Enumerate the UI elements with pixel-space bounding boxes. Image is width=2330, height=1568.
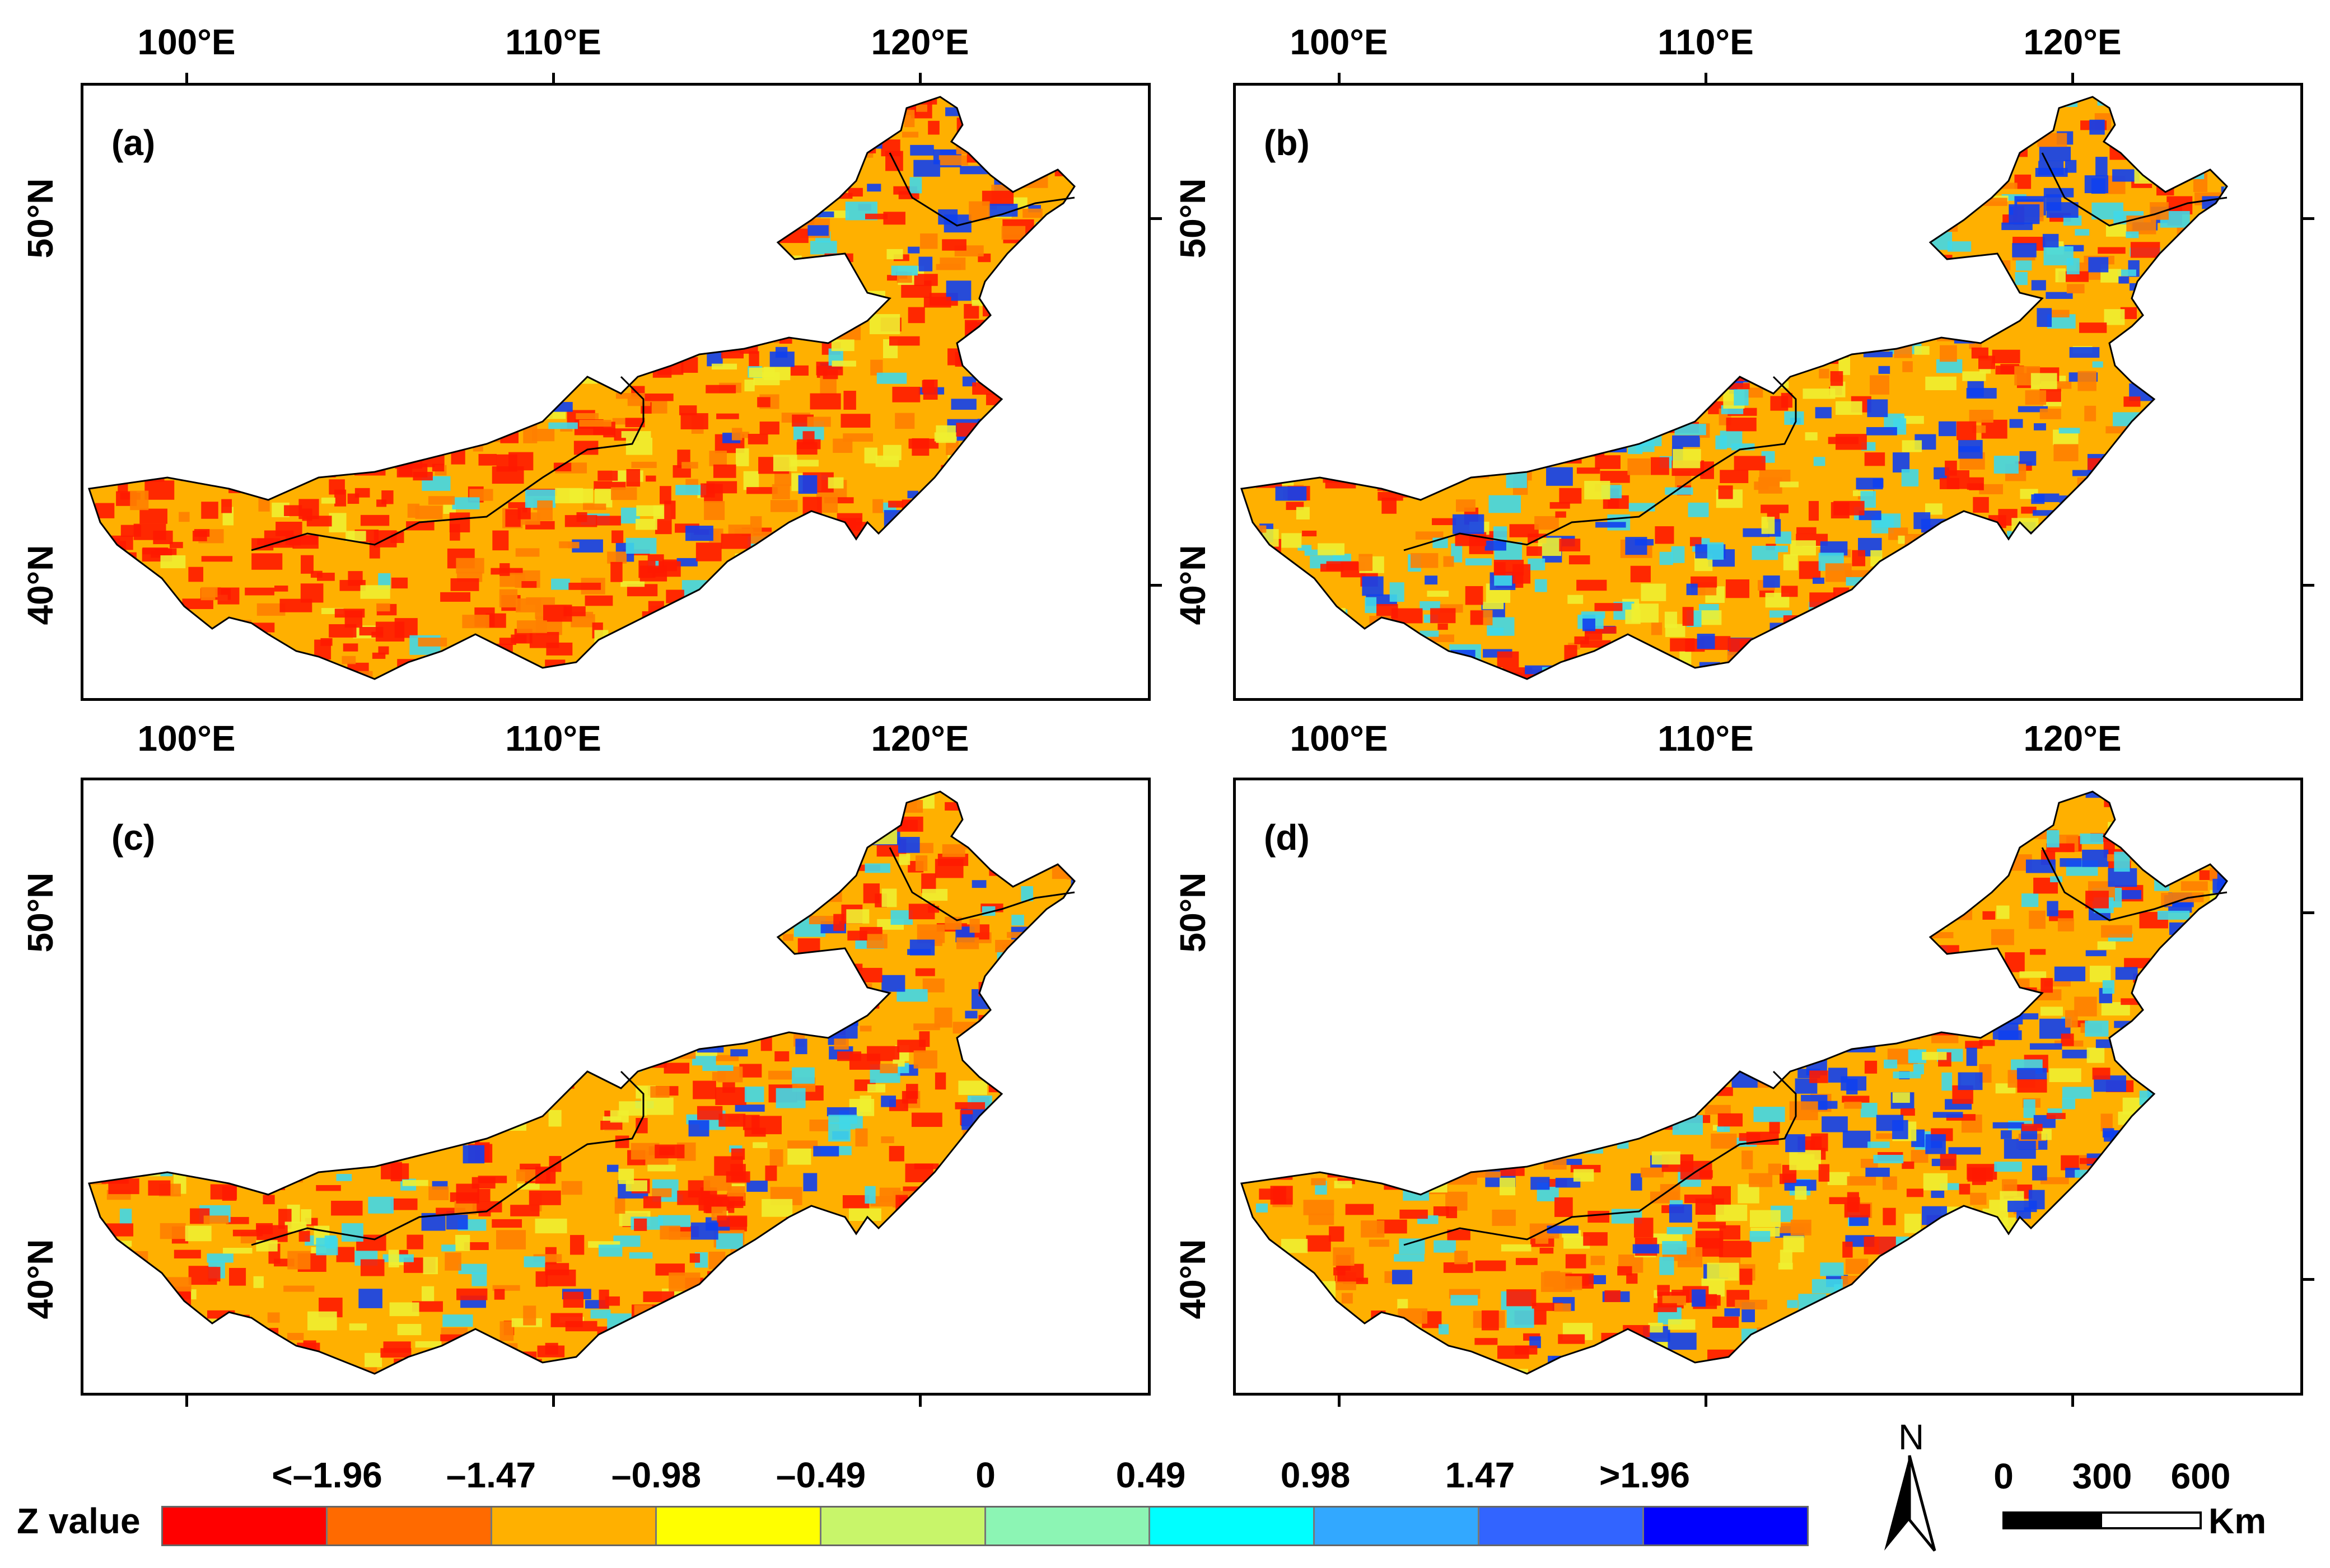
legend-swatch — [821, 1508, 986, 1544]
lon-tick-120: 120°E — [2023, 22, 2122, 62]
legend-label: 0 — [975, 1455, 996, 1495]
scale-unit: Km — [2208, 1501, 2267, 1541]
internal-boundary — [1403, 847, 2228, 1246]
region-outline — [88, 790, 1076, 1375]
lat-tick-50: 50°N — [1173, 178, 1213, 259]
legend-label: >1.96 — [1599, 1455, 1690, 1495]
lon-tick-120: 120°E — [871, 22, 969, 62]
north-arrow-icon — [1884, 1455, 1936, 1552]
tick-mark — [2303, 1278, 2314, 1281]
map-area-b — [1240, 96, 2228, 680]
map-area-c — [88, 790, 1076, 1375]
panel-label: (d) — [1264, 817, 1310, 858]
legend-swatch — [327, 1508, 492, 1544]
tick-mark — [1151, 584, 1162, 587]
lon-tick-100: 100°E — [1290, 718, 1388, 759]
legend-swatch — [1150, 1508, 1315, 1544]
legend-label: 0.49 — [1115, 1455, 1186, 1495]
internal-boundary — [1403, 152, 2228, 551]
legend-label: 1.47 — [1445, 1455, 1515, 1495]
legend-swatch — [1315, 1508, 1480, 1544]
tick-mark — [1705, 73, 1707, 84]
internal-boundary — [251, 847, 1075, 1246]
legend-label: 0.98 — [1280, 1455, 1351, 1495]
z-value-raster — [1241, 792, 2227, 1374]
tick-mark — [2303, 911, 2314, 914]
tick-mark — [2303, 584, 2314, 587]
lat-tick-50: 50°N — [1173, 872, 1213, 953]
tick-mark — [2071, 1396, 2074, 1407]
lon-tick-100: 100°E — [1290, 22, 1388, 62]
lat-tick-40: 40°N — [20, 545, 60, 625]
legend-swatch — [492, 1508, 657, 1544]
tick-mark — [919, 1396, 922, 1407]
legend-swatch — [163, 1508, 328, 1544]
legend-swatch — [1644, 1508, 1808, 1544]
region-outline — [1240, 96, 2228, 680]
lat-tick-40: 40°N — [1173, 545, 1213, 625]
map-area-d — [1240, 790, 2228, 1375]
tick-mark — [1705, 1396, 1707, 1407]
legend-swatch — [1479, 1508, 1645, 1544]
legend-swatch — [656, 1508, 821, 1544]
panel-label: (a) — [111, 123, 156, 163]
tick-mark — [1151, 217, 1162, 220]
map-panel-b: (b) — [1233, 83, 2303, 701]
region-outline — [88, 96, 1076, 680]
scale-bar — [2002, 1511, 2202, 1529]
lon-tick-100: 100°E — [137, 718, 236, 759]
lon-tick-110: 110°E — [1657, 718, 1754, 759]
lon-tick-120: 120°E — [871, 718, 969, 759]
scale-label: 300 — [2072, 1456, 2132, 1496]
tick-mark — [1338, 73, 1341, 84]
z-value-raster — [89, 97, 1075, 679]
z-value-raster — [89, 792, 1075, 1374]
tick-mark — [919, 73, 922, 84]
tick-mark — [185, 73, 188, 84]
lat-tick-40: 40°N — [1173, 1239, 1213, 1319]
legend-label: –0.98 — [611, 1455, 702, 1495]
scale-label: 0 — [1993, 1456, 2014, 1496]
lat-tick-40: 40°N — [20, 1239, 60, 1319]
map-panel-d: (d) — [1233, 778, 2303, 1396]
tick-mark — [185, 1396, 188, 1407]
region-outline — [1240, 790, 2228, 1375]
lat-tick-50: 50°N — [20, 872, 60, 953]
scale-label: 600 — [2170, 1456, 2231, 1496]
lon-tick-110: 110°E — [505, 718, 601, 759]
lon-tick-120: 120°E — [2023, 718, 2122, 759]
tick-mark — [2071, 73, 2074, 84]
panel-label: (b) — [1264, 123, 1310, 163]
north-label: N — [1898, 1417, 1925, 1457]
lon-tick-100: 100°E — [137, 22, 236, 62]
lon-tick-110: 110°E — [1657, 22, 1754, 62]
tick-mark — [2303, 217, 2314, 220]
tick-mark — [552, 1396, 555, 1407]
panel-label: (c) — [111, 817, 156, 858]
tick-mark — [1338, 1396, 1341, 1407]
lon-tick-110: 110°E — [505, 22, 601, 62]
tick-mark — [552, 73, 555, 84]
z-value-raster — [1241, 97, 2227, 679]
legend-color-bar — [161, 1506, 1809, 1546]
legend-label: –1.47 — [446, 1455, 536, 1495]
legend-title: Z value — [17, 1501, 141, 1541]
legend-swatch — [986, 1508, 1151, 1544]
map-panel-c: (c) — [81, 778, 1151, 1396]
internal-boundary — [251, 152, 1075, 551]
map-area-a — [88, 96, 1076, 680]
legend-label: –0.49 — [776, 1455, 866, 1495]
map-panel-a: (a) — [81, 83, 1151, 701]
legend-label: <–1.96 — [272, 1455, 382, 1495]
lat-tick-50: 50°N — [20, 178, 60, 259]
